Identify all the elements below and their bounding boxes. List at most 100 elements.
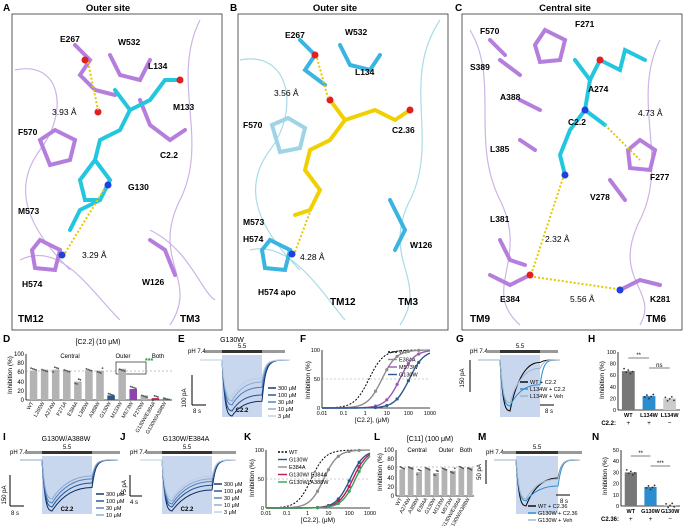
- y-tick-label: 20: [613, 482, 619, 488]
- panel-f: F Inhibition (%) 0.01 0.1 1 10 100 1000 0 50 100…: [300, 334, 436, 424]
- panel-c-hbonds: [531, 124, 641, 290]
- series-point: [336, 497, 340, 501]
- panel-b-ribbons: [239, 19, 441, 326]
- series-point: [357, 448, 361, 452]
- series-point: [385, 368, 389, 372]
- data-point: [79, 378, 82, 381]
- chart-d-xlabels: WTL265WA274WF271AE384AL385WA388WG130WM13…: [26, 400, 168, 435]
- legend-label: 100 μM: [278, 393, 297, 399]
- legend-label: M573W: [399, 365, 419, 371]
- tm-label: TM9: [470, 314, 490, 325]
- bar: [399, 469, 406, 496]
- series-point: [347, 484, 351, 489]
- bar: [140, 395, 149, 400]
- series-point: [357, 460, 361, 464]
- x-tick-label: WT: [624, 413, 633, 419]
- data-point: [664, 396, 667, 399]
- series-point: [395, 354, 399, 358]
- data-point: [647, 485, 650, 487]
- data-point: [142, 395, 145, 397]
- bar: [458, 468, 465, 496]
- current-trace: [20, 459, 119, 500]
- bar: [416, 472, 422, 496]
- tick-label: 20: [17, 389, 24, 395]
- tick-label: 100: [384, 448, 395, 454]
- residue-label: L134: [355, 67, 375, 77]
- panel-n: N Inhibition (%) 01020304050WT+G130W+G13…: [592, 432, 680, 523]
- legend-label: 10 μM: [278, 407, 294, 413]
- panel-e-traces: [200, 359, 291, 417]
- panel-h: H Inhibition (%) 020406080100WT+L134W+L1…: [588, 334, 680, 427]
- series-point: [385, 398, 389, 402]
- bar: [407, 467, 414, 496]
- tm-label: TM3: [398, 297, 418, 308]
- legend-label: 3 μM: [278, 414, 291, 420]
- panel-d-letter: D: [3, 334, 10, 345]
- legend-label: WT + C2.36: [538, 504, 567, 510]
- y-tick-label: 30: [613, 470, 619, 476]
- legend-label: 30 μM: [106, 506, 122, 512]
- bar: [85, 370, 93, 400]
- ph-label: pH 7.4: [10, 450, 28, 456]
- group-bracket: [115, 361, 147, 375]
- legend-label: 300 μM: [278, 386, 297, 392]
- series-point: [406, 349, 410, 354]
- data-point: [411, 467, 414, 470]
- ph-bar-acid: [162, 451, 212, 454]
- series-point: [336, 501, 340, 506]
- ligand-label: C2.2: [160, 150, 178, 160]
- drug-window: [162, 456, 212, 514]
- current-trace: [494, 459, 581, 500]
- distance-label: 2.32 Å: [545, 234, 570, 244]
- data-point: [667, 506, 670, 509]
- x-tick-label: 1: [364, 411, 367, 417]
- residue-label: H574: [22, 279, 43, 289]
- panel-j: J G130W/E384A pH 7.4 5.5 C2.2 75 pA 4 s …: [120, 432, 243, 516]
- chart-k-ylabel: Inhibition (%): [249, 459, 256, 497]
- drug-window: [500, 355, 540, 417]
- ligand-label: C2.36: [392, 125, 415, 135]
- y-tick-label: 40: [613, 459, 619, 465]
- y-tick-label: 100: [607, 350, 616, 356]
- scale-time-label: 4 s: [130, 500, 138, 506]
- sig-label: ns: [656, 363, 662, 369]
- panel-a-letter: A: [3, 3, 10, 14]
- x-tick-label: 1000: [364, 511, 376, 517]
- chart-l-xlabels: WTA274WA388WE384AG130WM133WM573WG130W/E3…: [395, 496, 472, 531]
- panel-k-letter: K: [244, 432, 252, 443]
- bar: [63, 370, 71, 400]
- chart-d-title: [C2.2] (10 μM): [76, 339, 121, 346]
- tick-label: 40: [387, 476, 394, 482]
- panel-c-title: Central site: [539, 3, 591, 14]
- scale-current-label: 150 pA: [2, 485, 8, 504]
- panel-c-frame: [461, 13, 683, 331]
- data-point: [631, 474, 634, 476]
- chart-d-ylabel: Inhibition (%): [7, 356, 14, 394]
- data-point: [85, 368, 88, 370]
- current-trace: [140, 459, 237, 499]
- distance-label: 5.56 Å: [570, 294, 595, 304]
- panel-b-sticks: [259, 38, 412, 273]
- data-point: [87, 368, 89, 371]
- treatment-label: C2.2:: [601, 421, 616, 427]
- treatment-mark: −: [668, 420, 672, 427]
- tick-label: 60: [387, 466, 394, 472]
- scale-time-label: 8 s: [545, 409, 553, 415]
- series-point: [406, 361, 410, 366]
- panel-g-letter: G: [456, 334, 464, 345]
- data-point: [651, 486, 654, 489]
- group-label: Central: [60, 354, 79, 360]
- distance-label: 4.28 Å: [300, 252, 325, 262]
- panel-c: C Central site: [455, 3, 683, 331]
- bar: [424, 468, 431, 496]
- tick-label: 80: [17, 361, 24, 367]
- data-point: [151, 399, 154, 402]
- series-point: [326, 505, 330, 509]
- tick-label: 20: [387, 485, 394, 491]
- series-point: [347, 479, 351, 483]
